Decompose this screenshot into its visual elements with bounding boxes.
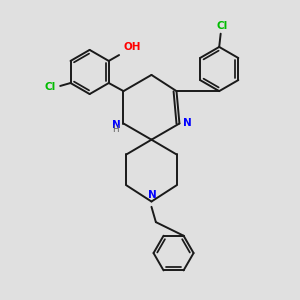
Text: N: N bbox=[148, 190, 157, 200]
Text: N: N bbox=[183, 118, 192, 128]
Text: Cl: Cl bbox=[217, 21, 228, 31]
Text: H: H bbox=[112, 125, 119, 134]
Text: N: N bbox=[112, 120, 121, 130]
Text: Cl: Cl bbox=[44, 82, 56, 92]
Text: OH: OH bbox=[124, 42, 141, 52]
